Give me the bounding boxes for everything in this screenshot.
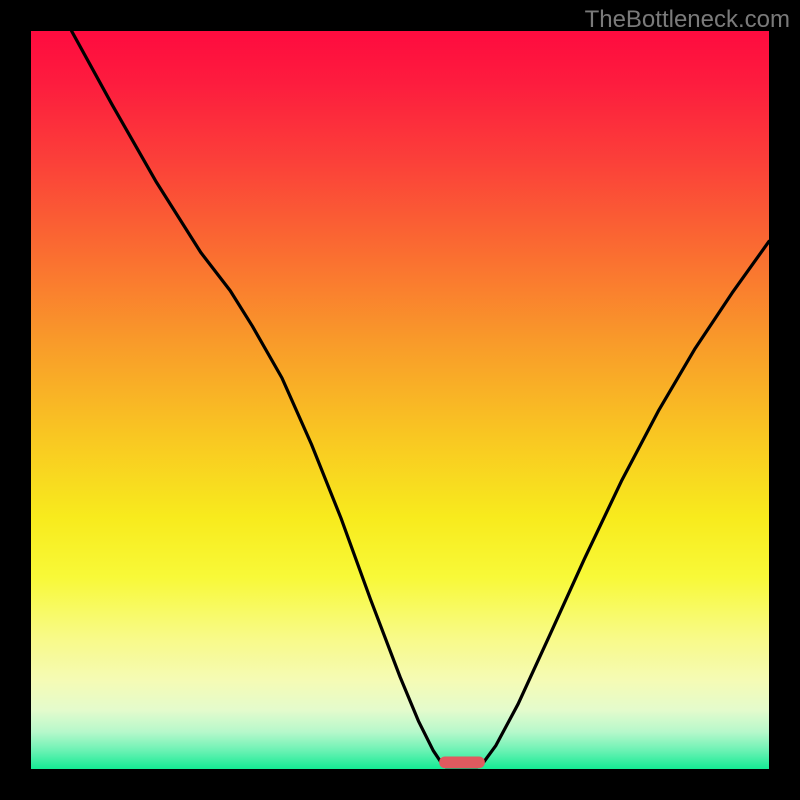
optimal-marker	[439, 756, 485, 768]
bottleneck-chart	[0, 0, 800, 800]
plot-background	[31, 31, 769, 769]
watermark-text: TheBottleneck.com	[585, 6, 790, 34]
chart-container: TheBottleneck.com	[0, 0, 800, 800]
